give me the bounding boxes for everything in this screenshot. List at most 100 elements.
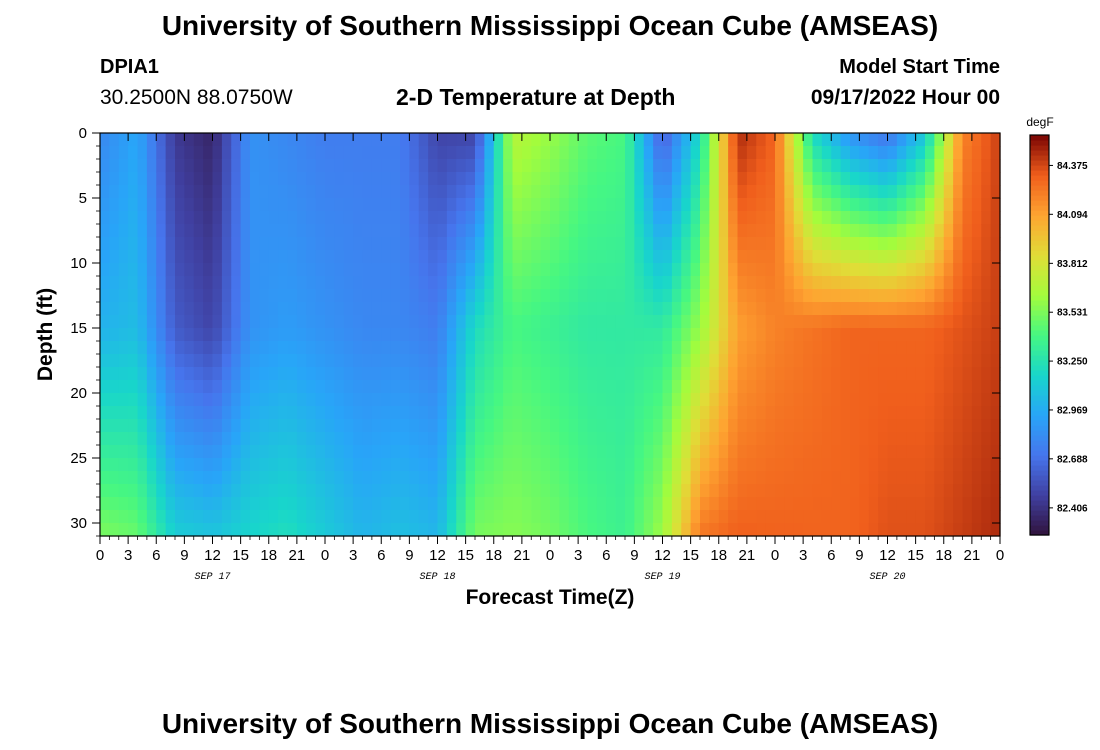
heatmap-cell bbox=[165, 432, 176, 446]
heatmap-cell bbox=[812, 419, 823, 433]
heatmap-cell bbox=[671, 341, 682, 355]
heatmap-cell bbox=[493, 432, 504, 446]
heatmap-cell bbox=[109, 146, 120, 160]
heatmap-cell bbox=[859, 393, 870, 407]
heatmap-cell bbox=[137, 354, 148, 368]
heatmap-cell bbox=[456, 341, 467, 355]
heatmap-cell bbox=[240, 471, 251, 485]
heatmap-cell bbox=[221, 393, 232, 407]
heatmap-cell bbox=[559, 523, 570, 537]
heatmap-cell bbox=[915, 328, 926, 342]
heatmap-cell bbox=[100, 341, 110, 355]
heatmap-cell bbox=[231, 341, 242, 355]
heatmap-cell bbox=[728, 211, 739, 225]
heatmap-cell bbox=[587, 237, 598, 251]
heatmap-cell bbox=[746, 211, 757, 225]
heatmap-cell bbox=[728, 328, 739, 342]
colorbar-segment bbox=[1030, 235, 1049, 241]
heatmap-cell bbox=[803, 237, 814, 251]
heatmap-cell bbox=[896, 341, 907, 355]
colorbar-segment bbox=[1030, 470, 1049, 476]
heatmap-cell bbox=[550, 237, 560, 251]
heatmap-cell bbox=[981, 497, 992, 511]
heatmap-cell bbox=[887, 185, 898, 199]
heatmap-cell bbox=[315, 419, 326, 433]
heatmap-cell bbox=[390, 328, 401, 342]
heatmap-cell bbox=[746, 328, 757, 342]
heatmap-cell bbox=[887, 471, 898, 485]
heatmap-cell bbox=[653, 497, 664, 511]
heatmap-cell bbox=[203, 237, 214, 251]
heatmap-cell bbox=[493, 237, 504, 251]
colorbar-segment bbox=[1030, 240, 1049, 246]
heatmap-cell bbox=[550, 159, 560, 173]
heatmap-cell bbox=[915, 380, 926, 394]
heatmap-cell bbox=[250, 471, 260, 485]
heatmap-cell bbox=[568, 393, 579, 407]
heatmap-cell bbox=[325, 354, 335, 368]
heatmap-cell bbox=[484, 250, 495, 264]
heatmap-cell bbox=[596, 146, 607, 160]
heatmap-cell bbox=[606, 419, 617, 433]
heatmap-cell bbox=[306, 250, 317, 264]
heatmap-cell bbox=[268, 458, 279, 472]
heatmap-cell bbox=[287, 419, 298, 433]
heatmap-cell bbox=[653, 185, 664, 199]
heatmap-cell bbox=[156, 497, 167, 511]
heatmap-cell bbox=[212, 406, 223, 420]
heatmap-cell bbox=[634, 432, 645, 446]
heatmap-cell bbox=[418, 250, 429, 264]
heatmap-cell bbox=[971, 380, 982, 394]
heatmap-cell bbox=[578, 523, 589, 537]
x-tick-label: 21 bbox=[289, 547, 306, 564]
heatmap-cell bbox=[175, 471, 185, 485]
heatmap-cell bbox=[990, 302, 1001, 316]
heatmap-cell bbox=[315, 458, 326, 472]
heatmap-cell bbox=[718, 159, 729, 173]
heatmap-cell bbox=[325, 172, 335, 186]
heatmap-cell bbox=[503, 133, 514, 147]
heatmap-cell bbox=[512, 432, 523, 446]
heatmap-cell bbox=[915, 419, 926, 433]
heatmap-cell bbox=[896, 471, 907, 485]
heatmap-cell bbox=[287, 328, 298, 342]
heatmap-cell bbox=[962, 185, 973, 199]
heatmap-cell bbox=[287, 276, 298, 290]
heatmap-cell bbox=[390, 432, 401, 446]
heatmap-cell bbox=[371, 432, 382, 446]
heatmap-cell bbox=[831, 146, 842, 160]
heatmap-cell bbox=[990, 341, 1001, 355]
heatmap-cell bbox=[531, 510, 542, 524]
heatmap-cell bbox=[109, 224, 120, 238]
heatmap-cell bbox=[306, 393, 317, 407]
colorbar-segment bbox=[1030, 495, 1049, 501]
heatmap-cell bbox=[784, 367, 795, 381]
heatmap-cell bbox=[362, 289, 373, 303]
heatmap-cell bbox=[568, 159, 579, 173]
heatmap-cell bbox=[568, 406, 579, 420]
heatmap-cell bbox=[240, 302, 251, 316]
heatmap-cell bbox=[737, 250, 748, 264]
heatmap-cell bbox=[315, 367, 326, 381]
heatmap-cell bbox=[465, 172, 476, 186]
heatmap-cell bbox=[362, 380, 373, 394]
heatmap-cell bbox=[137, 159, 148, 173]
heatmap-cell bbox=[981, 159, 992, 173]
heatmap-cell bbox=[990, 263, 1001, 277]
heatmap-cell bbox=[709, 445, 720, 459]
heatmap-cell bbox=[981, 302, 992, 316]
heatmap-cell bbox=[896, 302, 907, 316]
colorbar-segment bbox=[1030, 170, 1049, 176]
heatmap-cell bbox=[325, 237, 335, 251]
heatmap-cell bbox=[156, 354, 167, 368]
heatmap-cell bbox=[184, 354, 195, 368]
heatmap-cell bbox=[250, 211, 260, 225]
heatmap-cell bbox=[250, 458, 260, 472]
heatmap-cell bbox=[718, 328, 729, 342]
heatmap-cell bbox=[943, 510, 954, 524]
heatmap-cell bbox=[531, 263, 542, 277]
heatmap-cell bbox=[559, 250, 570, 264]
heatmap-cell bbox=[381, 185, 392, 199]
heatmap-cell bbox=[831, 341, 842, 355]
heatmap-cell bbox=[446, 289, 457, 303]
